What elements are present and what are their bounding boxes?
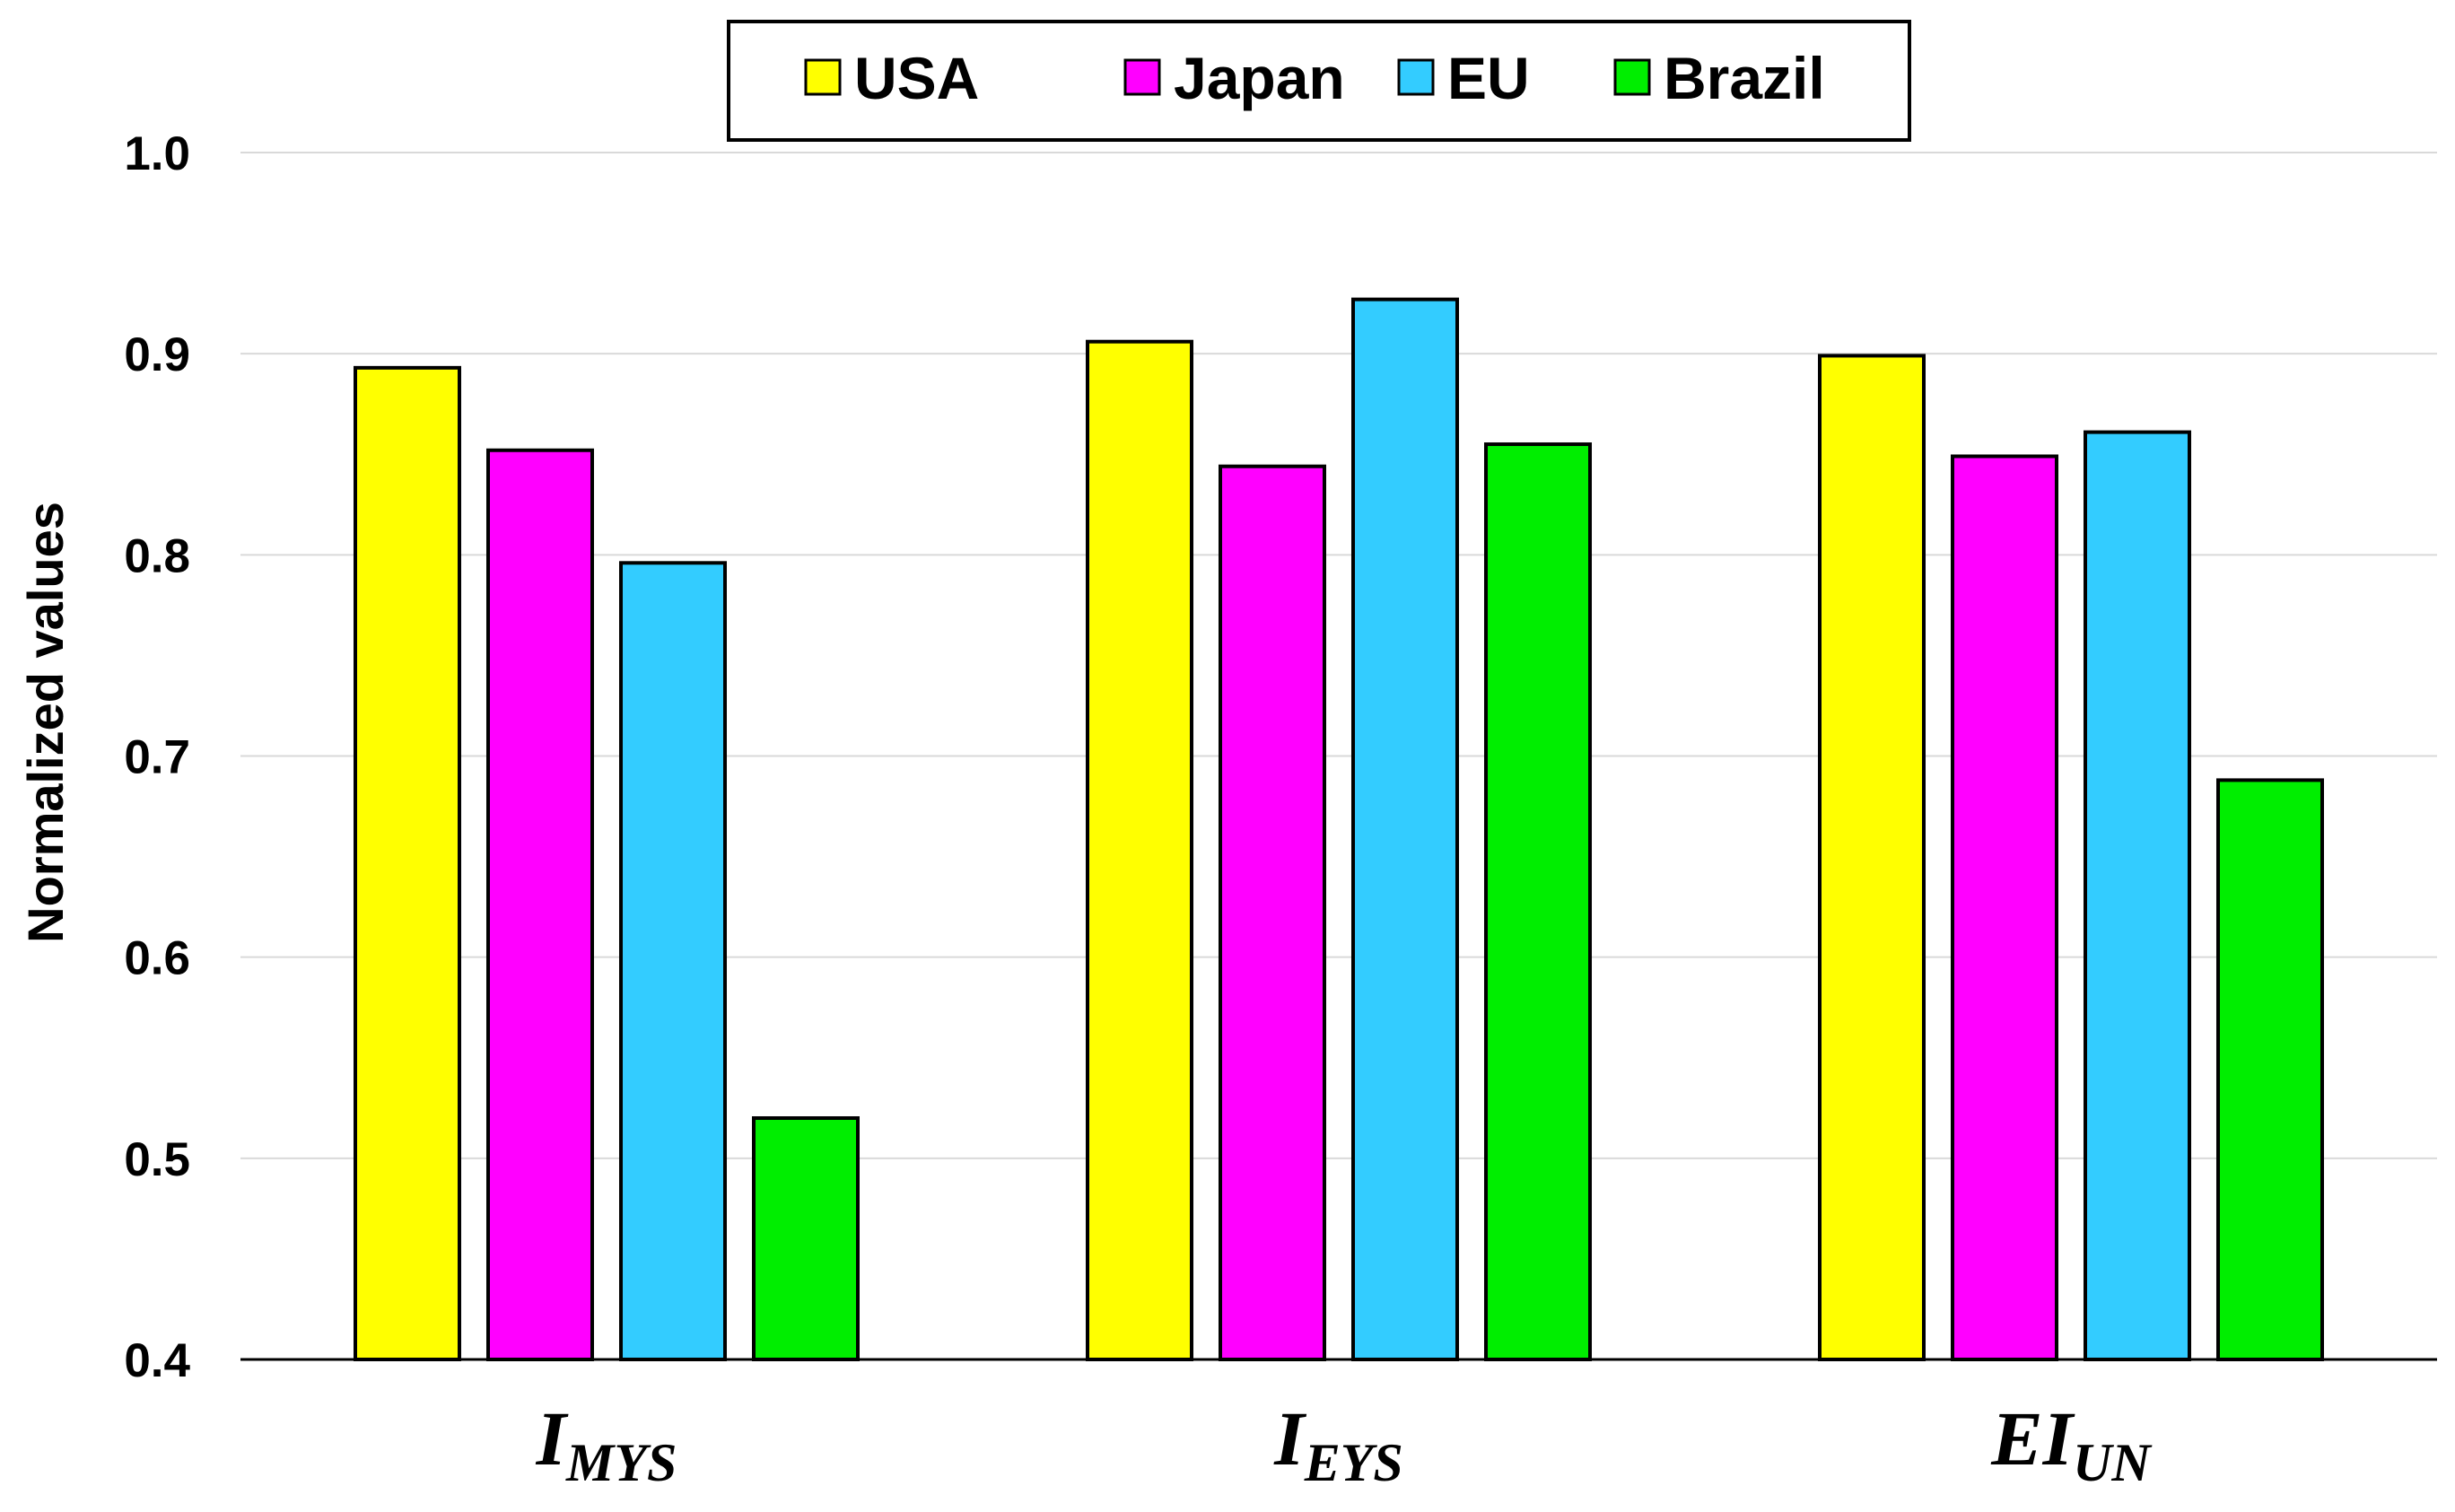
bar-usa (1086, 339, 1193, 1361)
bar-japan (1219, 464, 1326, 1361)
legend-box (727, 20, 1911, 142)
y-tick-label: 0.8 (124, 529, 190, 582)
bar-eu (2084, 430, 2191, 1361)
legend-label-eu: EU (1447, 45, 1530, 111)
y-tick-label: 1.0 (124, 127, 190, 180)
legend: USA Japan EU Brazil (727, 20, 1911, 142)
bar-eu (1351, 297, 1459, 1361)
legend-swatch-brazil (1613, 58, 1651, 96)
x-category-label: IEYS (1273, 1395, 1403, 1492)
gridlines (240, 152, 2437, 1159)
y-tick-label: 0.4 (124, 1334, 190, 1387)
y-tick-label: 0.6 (124, 932, 190, 985)
bar-japan (486, 448, 594, 1361)
y-axis-ticks: 0.4 0.5 0.6 0.7 0.8 0.9 1.0 (124, 127, 190, 1387)
bar-japan (1951, 454, 2058, 1362)
bar-brazil (1484, 442, 1592, 1361)
x-axis-categories: IMYS IEYS EIUN (536, 1395, 2154, 1492)
x-category-label: IMYS (536, 1395, 677, 1492)
bar-brazil (752, 1116, 860, 1361)
bars (354, 297, 2324, 1362)
legend-label-usa: USA (854, 45, 979, 111)
y-tick-label: 0.9 (124, 328, 190, 381)
legend-label-brazil: Brazil (1664, 45, 1825, 111)
x-category-label: EIUN (1990, 1395, 2153, 1492)
y-axis-label: Normalized values (17, 502, 74, 943)
y-tick-label: 0.7 (124, 731, 190, 784)
bar-usa (354, 365, 461, 1362)
legend-swatch-japan (1123, 58, 1161, 96)
legend-label-japan: Japan (1174, 45, 1345, 111)
bar-usa (1818, 354, 1926, 1361)
bar-eu (619, 561, 727, 1361)
bar-brazil (2216, 778, 2324, 1361)
y-tick-label: 0.5 (124, 1133, 190, 1186)
legend-swatch-usa (804, 58, 842, 96)
legend-swatch-eu (1397, 58, 1435, 96)
